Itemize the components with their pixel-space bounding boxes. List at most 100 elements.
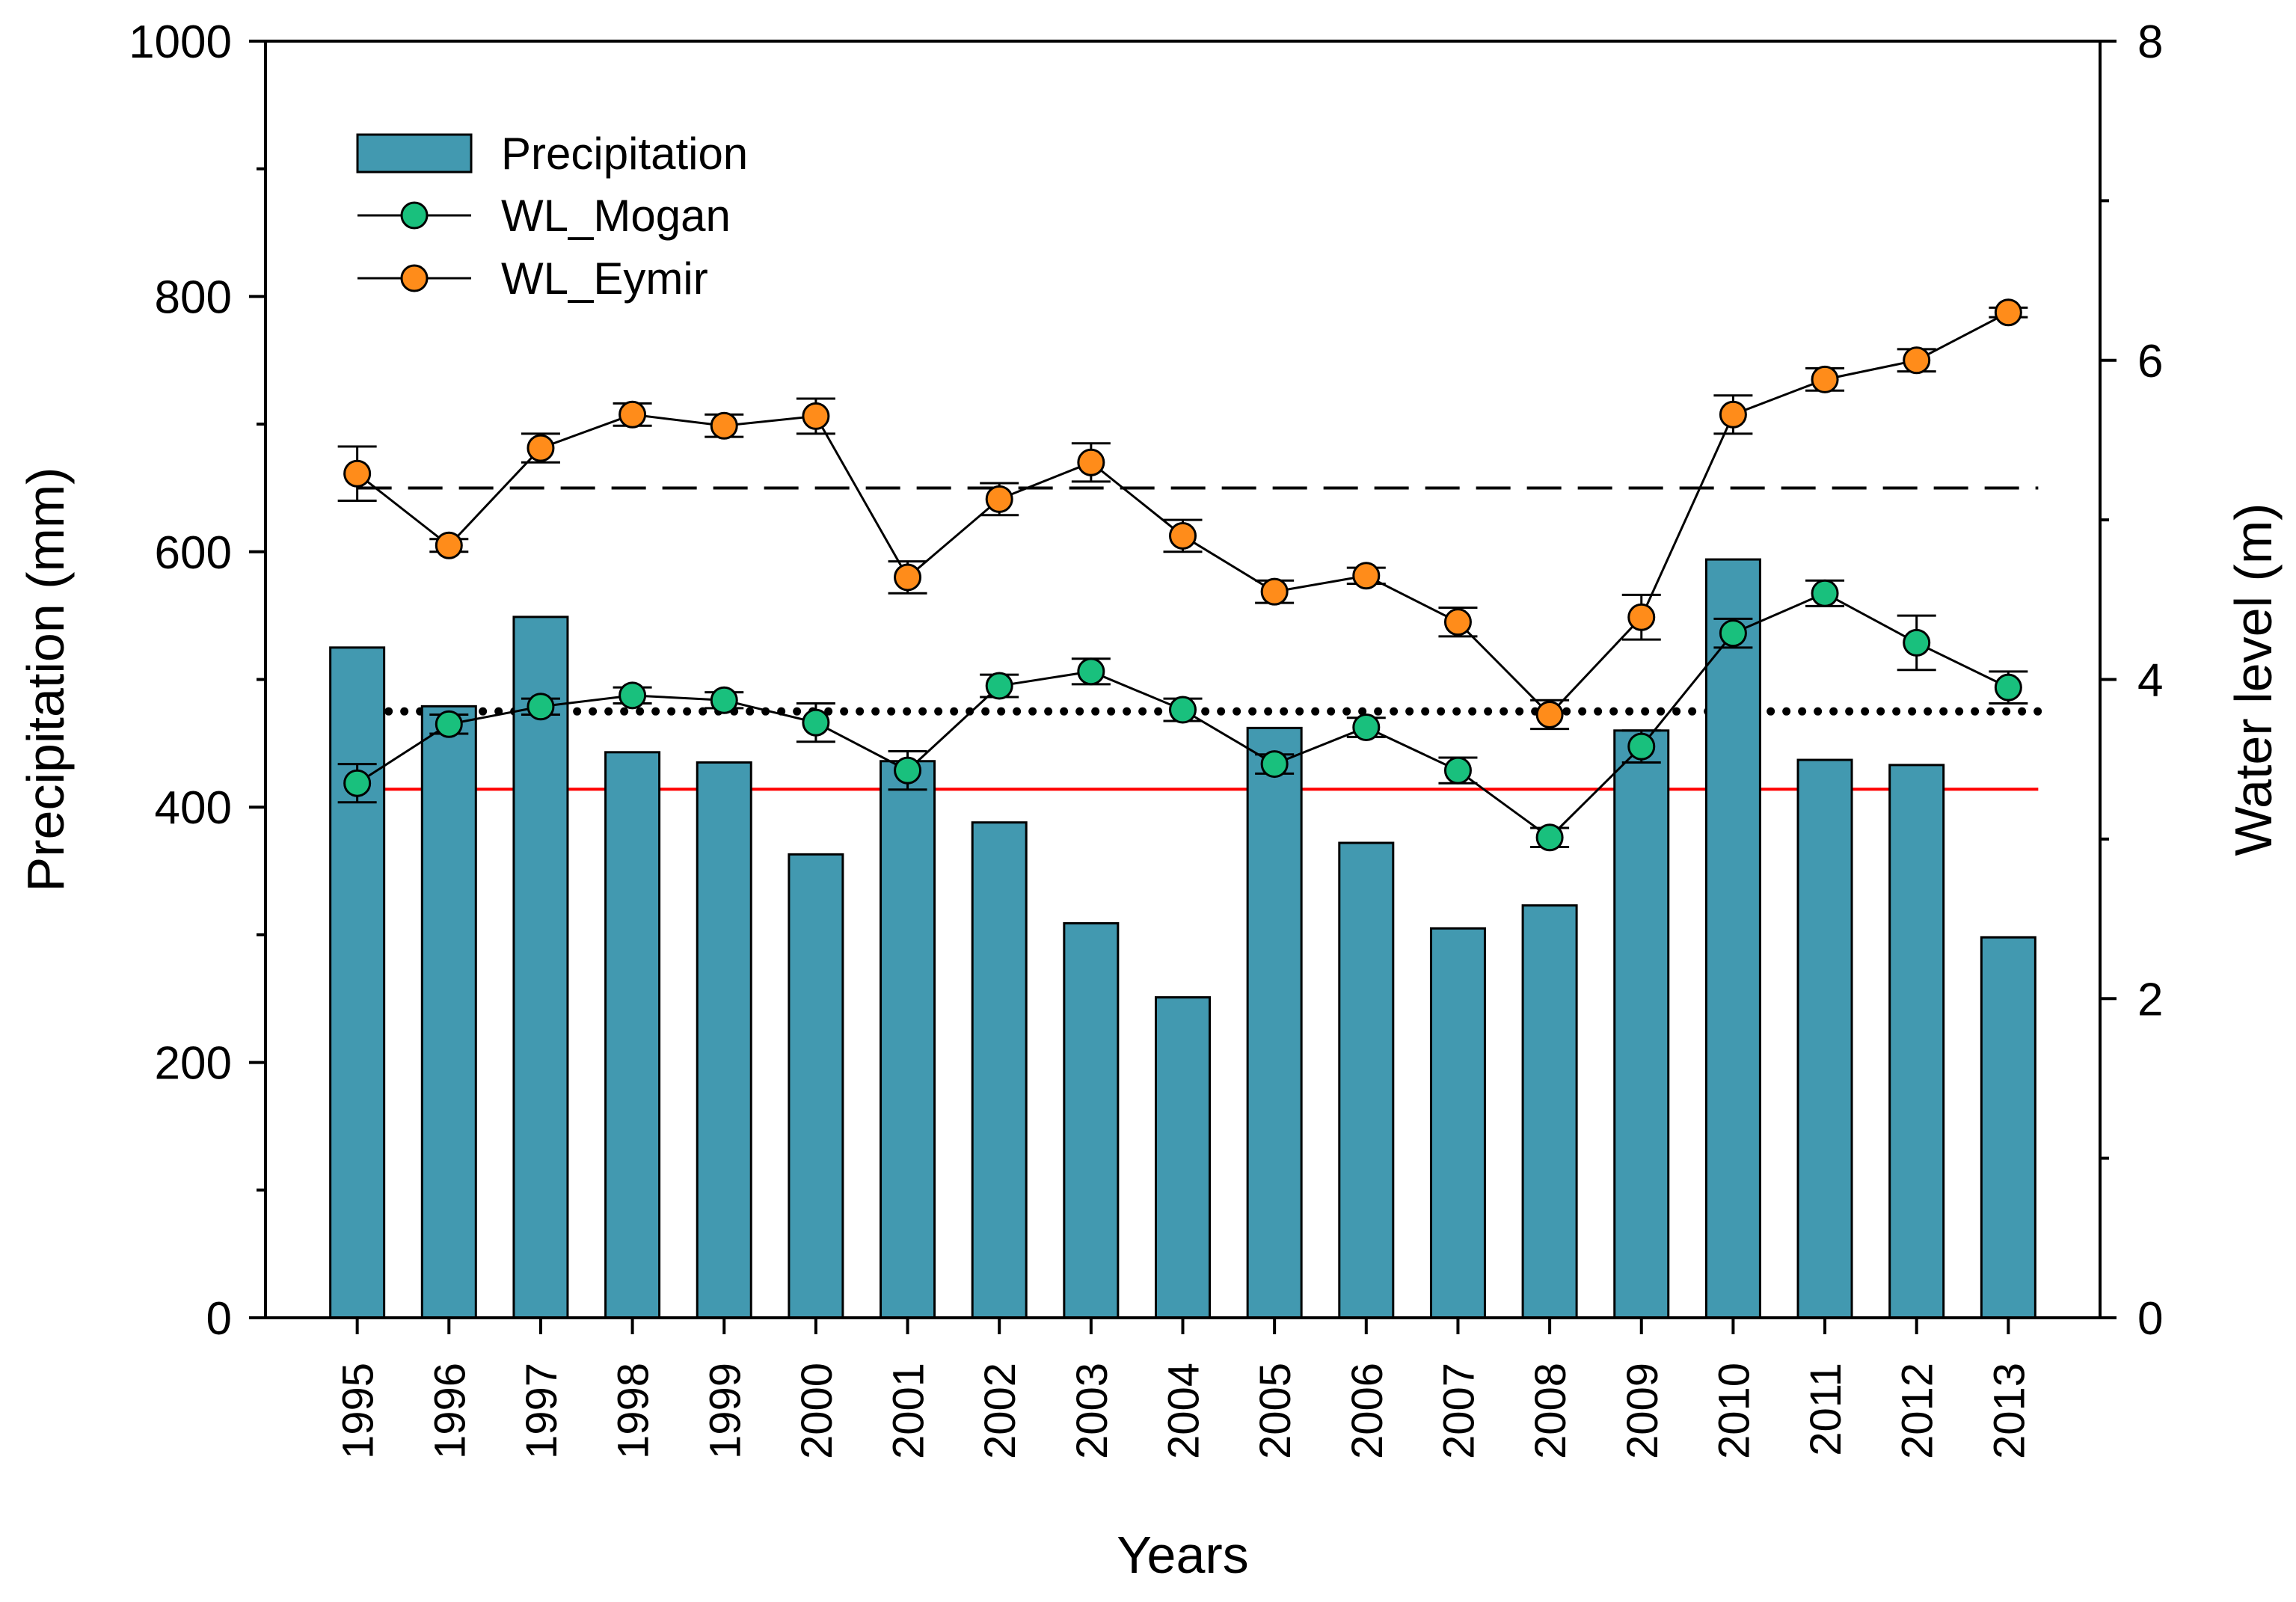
wl-eymir-point: [1077, 448, 1105, 476]
x-tick-label: 2009: [1618, 1363, 1667, 1459]
precipitation-bar: [329, 646, 386, 1319]
wl-eymir-point: [435, 531, 463, 559]
axes: 0 200 400 600 800 1000 0 2 4 6 8 1995 1996 1997 1998 19…: [16, 16, 2283, 1584]
x-tick-label: 1998: [610, 1363, 658, 1459]
wl-mogan-point: [985, 672, 1013, 700]
wl-mogan-point: [435, 710, 463, 738]
right-tick-label: 8: [2137, 16, 2163, 68]
wl-eymir-point: [1443, 608, 1472, 636]
legend-wl-mogan-label: WL_Mogan: [501, 191, 731, 241]
precipitation-bar: [1338, 841, 1395, 1319]
x-tick-label: 2004: [1160, 1363, 1209, 1459]
precipitation-bar: [1246, 726, 1303, 1319]
left-axis-title: Precipitation (mm): [16, 467, 75, 892]
wl-eymir-point: [1627, 603, 1656, 631]
precipitation-bar: [971, 821, 1028, 1319]
x-tick-label: 2011: [1802, 1363, 1850, 1456]
legend-precipitation-label: Precipitation: [501, 129, 748, 179]
x-tick-label: 2006: [1343, 1363, 1392, 1459]
precipitation-bar: [1155, 996, 1211, 1319]
wl-mogan-point: [1260, 750, 1289, 779]
left-tick-label: 400: [155, 782, 232, 834]
wl-mogan-point: [1903, 628, 1931, 657]
precipitation-bar: [1063, 922, 1120, 1319]
precipitation-bar: [696, 761, 752, 1319]
wl-mogan-point: [1169, 696, 1197, 724]
wl-mogan-point: [527, 693, 555, 721]
right-axis-title: Water level (m): [2224, 503, 2283, 856]
wl-mogan-point: [1719, 619, 1747, 648]
wl-mogan-point: [1352, 713, 1381, 742]
wl-eymir-point: [1260, 577, 1289, 606]
x-tick-label: 2001: [885, 1363, 933, 1459]
x-tick-label: 1995: [334, 1363, 383, 1459]
legend-precipitation-swatch: [356, 133, 473, 174]
wl-eymir-point: [710, 411, 738, 440]
wl-eymir-point: [527, 434, 555, 462]
left-tick-label: 200: [155, 1038, 232, 1090]
wl-mogan-point: [1443, 756, 1472, 785]
precipitation-bar: [880, 760, 936, 1319]
water-level-lines: [337, 298, 2028, 852]
wl-mogan-point: [1811, 579, 1839, 607]
wl-mogan-point: [343, 769, 372, 797]
wl-eymir-point: [894, 563, 922, 592]
x-tick-label: 2008: [1526, 1363, 1575, 1459]
x-axis-title: Years: [1117, 1526, 1248, 1584]
x-tick-label: 2010: [1710, 1363, 1758, 1459]
precipitation-bar: [1888, 764, 1945, 1319]
wl-eymir-point: [802, 402, 830, 430]
wl-mogan-point: [1994, 673, 2022, 702]
wl-mogan-point: [1627, 732, 1656, 761]
wl-eymir-point: [618, 400, 647, 429]
x-tick-label: 2012: [1894, 1363, 1942, 1459]
wl-eymir-point: [1994, 298, 2022, 327]
wl-mogan-point: [1077, 657, 1105, 686]
precipitation-bar: [604, 751, 661, 1319]
right-tick-label: 0: [2137, 1293, 2163, 1345]
left-tick-label: 800: [155, 271, 232, 323]
x-tick-label: 2002: [976, 1363, 1025, 1459]
x-tick-label: 1996: [426, 1363, 474, 1459]
x-tick-label: 2000: [793, 1363, 841, 1459]
wl-eymir-point: [1169, 521, 1197, 550]
x-tick-label: 2005: [1251, 1363, 1300, 1459]
precipitation-bar: [1704, 558, 1761, 1319]
precipitation-bar: [512, 616, 569, 1319]
precipitation-bar: [1521, 904, 1578, 1319]
wl-eymir-point: [1535, 700, 1564, 728]
x-tick-label: 2003: [1068, 1363, 1117, 1459]
wl-eymir-point: [1352, 562, 1381, 590]
x-tick-label: 2007: [1434, 1363, 1483, 1459]
wl-eymir-point: [343, 459, 372, 488]
precipitation-bar: [420, 705, 477, 1319]
wl-mogan-point: [802, 708, 830, 737]
x-tick-label: 2013: [1985, 1363, 2033, 1459]
precipitation-bar: [788, 853, 844, 1319]
right-tick-label: 4: [2137, 655, 2163, 707]
left-tick-label: 1000: [129, 16, 232, 68]
legend-wl-eymir-marker: [400, 264, 429, 292]
legend: Precipitation WL_Mogan WL_Eymir: [356, 129, 748, 304]
precipitation-bar: [1613, 729, 1670, 1319]
wl-mogan-point: [710, 686, 738, 714]
right-tick-label: 6: [2137, 336, 2163, 387]
wl-eymir-point: [1903, 346, 1931, 375]
legend-wl-mogan-marker: [400, 201, 429, 230]
precipitation-bar: [1796, 758, 1853, 1319]
wl-mogan-point: [618, 681, 647, 710]
wl-eymir-point: [985, 485, 1013, 513]
wl-eymir-point: [1719, 400, 1747, 429]
left-tick-label: 0: [206, 1293, 232, 1345]
wl-mogan-point: [894, 756, 922, 785]
precipitation-bar: [1980, 936, 2036, 1319]
wl-mogan-point: [1535, 823, 1564, 852]
precipitation-bar: [1429, 927, 1486, 1319]
left-tick-label: 600: [155, 527, 232, 579]
wl-eymir-point: [1811, 365, 1839, 393]
right-tick-label: 2: [2137, 974, 2163, 1025]
legend-wl-eymir-label: WL_Eymir: [501, 254, 708, 304]
x-tick-label: 1999: [701, 1363, 749, 1459]
x-tick-label: 1997: [518, 1363, 566, 1459]
